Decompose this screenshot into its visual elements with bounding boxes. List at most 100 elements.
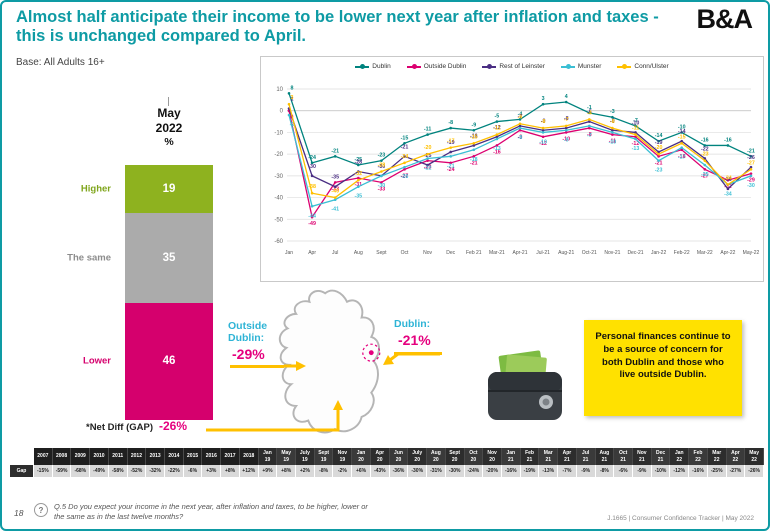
ireland-outline bbox=[278, 289, 380, 434]
gap-table-col-header: 2007 bbox=[34, 448, 53, 465]
trend-chart-panel: Dublin Outside Dublin Rest of Leinster Muns… bbox=[260, 56, 764, 282]
legend-swatch-icon bbox=[482, 64, 497, 69]
svg-text:Aug-21: Aug-21 bbox=[558, 250, 574, 256]
svg-text:-34: -34 bbox=[724, 176, 732, 182]
gap-table-col-header: Jan 19 bbox=[258, 448, 278, 465]
gap-table-col-header: Nov 20 bbox=[483, 448, 502, 465]
svg-text:-14: -14 bbox=[655, 133, 663, 139]
bar-segment-value: 35 bbox=[162, 252, 176, 265]
gap-table-col-header: Mar 22 bbox=[707, 448, 727, 465]
gap-value-cell: -49% bbox=[90, 465, 109, 477]
svg-text:-1: -1 bbox=[587, 105, 592, 111]
outside-dublin-label: Outside Dublin: bbox=[228, 320, 267, 344]
dublin-value: -21% bbox=[398, 332, 431, 348]
svg-text:-14: -14 bbox=[678, 129, 686, 135]
svg-text:-25: -25 bbox=[701, 172, 709, 178]
svg-text:Jan: Jan bbox=[285, 250, 293, 256]
svg-text:-49: -49 bbox=[308, 221, 316, 227]
leader-line bbox=[168, 97, 169, 106]
bar-segment: 46 Lower bbox=[83, 302, 213, 420]
svg-text:-20: -20 bbox=[274, 152, 283, 158]
legend-label: Conn/Ulster bbox=[634, 63, 669, 70]
svg-text:Apr-22: Apr-22 bbox=[720, 250, 735, 256]
svg-text:-10: -10 bbox=[539, 139, 547, 145]
gap-table-col-header: 2016 bbox=[202, 448, 222, 465]
svg-text:-9: -9 bbox=[541, 118, 546, 124]
svg-text:-13: -13 bbox=[493, 146, 501, 152]
svg-text:-30: -30 bbox=[747, 183, 755, 189]
gap-value-cell: -9% bbox=[576, 465, 596, 477]
gap-table-col-header: 2013 bbox=[146, 448, 166, 465]
gap-table-col-header: Mar 21 bbox=[539, 448, 559, 465]
gap-table-col-header: Dec 21 bbox=[651, 448, 671, 465]
gap-value-cell: -16% bbox=[501, 465, 521, 477]
gap-table-col-header: 2011 bbox=[108, 448, 128, 465]
svg-text:-23: -23 bbox=[655, 168, 663, 174]
svg-text:-32: -32 bbox=[724, 184, 732, 190]
gap-table-col-header: Aug 21 bbox=[595, 448, 615, 465]
svg-text:-16: -16 bbox=[701, 137, 709, 143]
svg-text:-4: -4 bbox=[587, 110, 592, 116]
svg-text:May-22: May-22 bbox=[743, 250, 760, 256]
legend-item: Munster bbox=[560, 63, 601, 70]
gap-value-cell: -16% bbox=[689, 465, 708, 477]
gap-value-cell: -6% bbox=[614, 465, 633, 477]
svg-text:-21: -21 bbox=[747, 148, 755, 154]
svg-text:-2: -2 bbox=[290, 122, 295, 128]
gap-value-cell: -30% bbox=[445, 465, 465, 477]
svg-text:-15: -15 bbox=[470, 134, 478, 140]
gap-table-col-header: Nov 21 bbox=[632, 448, 652, 465]
bar-segment-label: Higher bbox=[80, 183, 111, 195]
svg-text:-25: -25 bbox=[424, 153, 432, 159]
svg-text:-33: -33 bbox=[378, 186, 386, 192]
svg-text:8: 8 bbox=[291, 85, 294, 91]
legend-swatch-icon bbox=[355, 64, 370, 69]
gap-value-cell: +12% bbox=[239, 465, 259, 477]
svg-text:0: 0 bbox=[280, 109, 284, 115]
base-note: Base: All Adults 16+ bbox=[16, 57, 105, 68]
svg-text:-12: -12 bbox=[632, 141, 640, 147]
svg-text:-4: -4 bbox=[518, 111, 523, 117]
svg-text:Oct-21: Oct-21 bbox=[582, 250, 597, 256]
gap-table-col-header: July 19 bbox=[296, 448, 315, 465]
svg-text:-23: -23 bbox=[378, 153, 386, 159]
gap-table-col-header: Jun 20 bbox=[389, 448, 409, 465]
svg-text:-27: -27 bbox=[747, 160, 755, 166]
period-month: May bbox=[157, 106, 181, 120]
svg-text:3: 3 bbox=[542, 96, 545, 102]
gap-table-col-header: 2017 bbox=[221, 448, 240, 465]
gap-row-label: Gap bbox=[10, 465, 34, 477]
gap-table-col-header: Aug 20 bbox=[427, 448, 446, 465]
outside-underline bbox=[230, 365, 284, 368]
gap-value-cell: -32% bbox=[146, 465, 166, 477]
gap-table-col-header: 2010 bbox=[90, 448, 109, 465]
svg-text:-17: -17 bbox=[447, 139, 455, 145]
gap-table-col-header: Apr 22 bbox=[726, 448, 746, 465]
svg-text:Nov-21: Nov-21 bbox=[604, 250, 620, 256]
svg-text:-44: -44 bbox=[308, 213, 316, 219]
svg-text:-40: -40 bbox=[331, 189, 339, 195]
gap-value-cell: -58% bbox=[108, 465, 128, 477]
gap-value-cell: -15% bbox=[34, 465, 53, 477]
gap-table-col-header: Jul 21 bbox=[576, 448, 596, 465]
svg-text:Feb-22: Feb-22 bbox=[674, 250, 690, 256]
stacked-bar: 19 Higher 35 The same 46 Lower bbox=[67, 165, 213, 420]
legend-item: Outside Dublin bbox=[406, 63, 466, 70]
gap-value-cell: -52% bbox=[127, 465, 147, 477]
gap-table-col-header: Sept 20 bbox=[445, 448, 465, 465]
svg-text:-21: -21 bbox=[655, 160, 663, 166]
svg-text:-16: -16 bbox=[493, 149, 501, 155]
svg-text:Nov: Nov bbox=[423, 250, 432, 256]
svg-text:-5: -5 bbox=[587, 110, 592, 116]
gap-value-cell: -20% bbox=[483, 465, 502, 477]
svg-text:-11: -11 bbox=[609, 139, 616, 145]
svg-text:-30: -30 bbox=[378, 164, 386, 170]
svg-text:-24: -24 bbox=[401, 154, 409, 160]
svg-text:-41: -41 bbox=[331, 207, 339, 213]
svg-text:-23: -23 bbox=[424, 165, 432, 171]
svg-text:-60: -60 bbox=[274, 239, 283, 245]
svg-text:-27: -27 bbox=[401, 173, 409, 179]
gap-table-col-header: Jan 22 bbox=[670, 448, 690, 465]
